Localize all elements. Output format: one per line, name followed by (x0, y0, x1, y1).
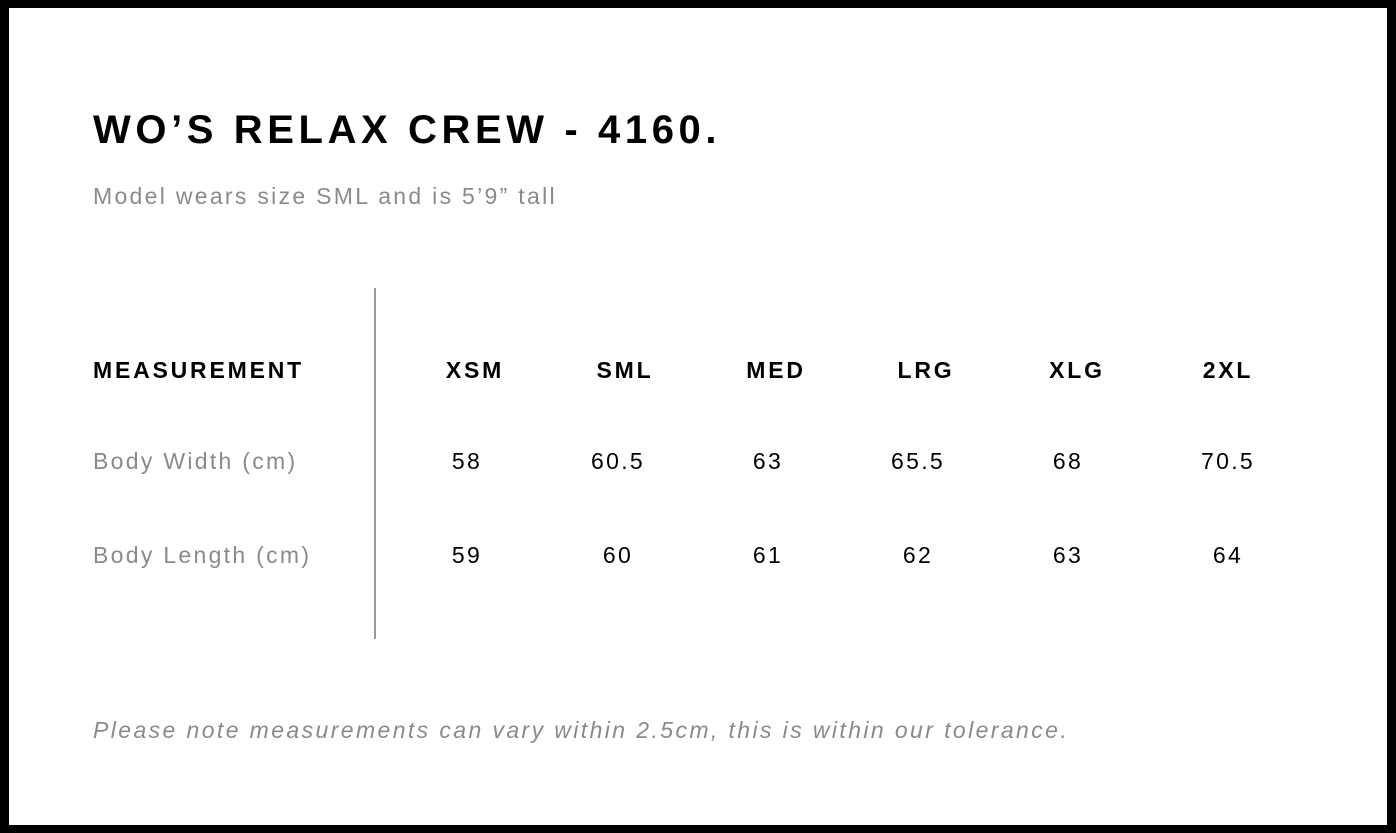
table-cell: 60 (602, 542, 634, 568)
table-cell: 59 (451, 542, 483, 568)
table-cell: 58 (451, 448, 483, 474)
size-header-2xl: 2XL (1202, 357, 1254, 383)
size-header-lrg: LRG (897, 357, 955, 383)
table-cell: 62 (902, 542, 934, 568)
size-chart-card: WO’S RELAX CREW - 4160. Model wears size… (9, 8, 1387, 825)
column-divider (374, 288, 376, 639)
model-info: Model wears size SML and is 5’9” tall (93, 183, 557, 209)
table-cell: 63 (1052, 542, 1084, 568)
size-header-med: MED (746, 357, 806, 383)
size-header-xsm: XSM (445, 357, 505, 383)
table-cell: 63 (752, 448, 784, 474)
row-label: Body Length (cm) (93, 542, 312, 568)
size-header-xlg: XLG (1049, 357, 1105, 383)
table-cell: 64 (1212, 542, 1244, 568)
table-cell: 70.5 (1201, 448, 1255, 474)
table-cell: 61 (752, 542, 784, 568)
size-header-sml: SML (596, 357, 654, 383)
table-cell: 68 (1052, 448, 1084, 474)
tolerance-note: Please note measurements can vary within… (93, 717, 1070, 743)
measurement-header: MEASUREMENT (93, 357, 304, 383)
row-label: Body Width (cm) (93, 448, 298, 474)
table-cell: 65.5 (891, 448, 945, 474)
page-title: WO’S RELAX CREW - 4160. (93, 108, 722, 152)
table-cell: 60.5 (591, 448, 645, 474)
